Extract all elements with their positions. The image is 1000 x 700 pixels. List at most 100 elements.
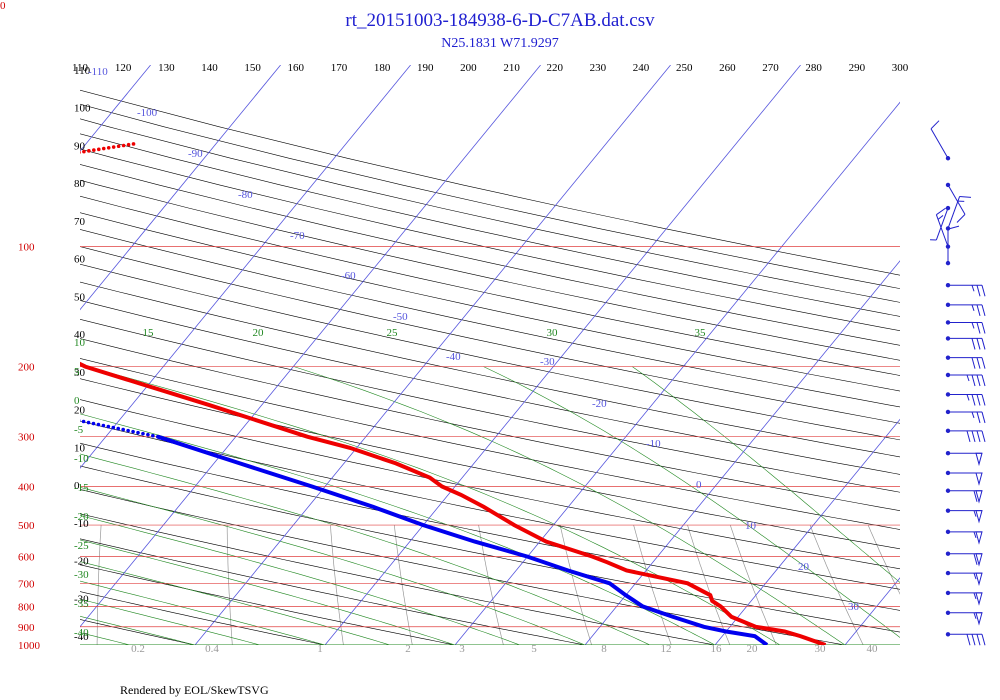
- moist-left-label: -15: [74, 482, 89, 494]
- left-scale-label: -40: [74, 631, 89, 643]
- temperature-upper-dots-point: [26, 160, 30, 164]
- wind-barb-full: [976, 634, 981, 646]
- temperature-upper-dots-point: [0, 165, 4, 169]
- wind-barb-full: [973, 553, 978, 565]
- mixing-ratio-label: 40: [867, 643, 879, 655]
- wind-barb-half: [973, 510, 977, 517]
- dry-adiabat-line: [80, 378, 900, 550]
- wind-barb-full: [966, 430, 971, 442]
- wind-barb-shaft: [947, 196, 961, 229]
- moist-adiabat-line: [87, 366, 781, 645]
- wind-barb: [945, 409, 986, 424]
- moist-adiabat-label: 35: [695, 327, 707, 339]
- dewpoint-upper-dots-point: [136, 430, 140, 435]
- pressure-tick-label: 800: [18, 601, 35, 613]
- mixing-ratio-line: [633, 525, 672, 645]
- dewpoint-upper-dots-point: [126, 428, 130, 433]
- temperature-upper-dots-point: [62, 154, 66, 158]
- dewpoint-upper-dots-point: [57, 415, 61, 419]
- wind-barb: [935, 207, 951, 249]
- top-scale-label: 200: [460, 62, 477, 74]
- dewpoint-upper-dots-point: [101, 423, 106, 428]
- temperature-upper-dots-point: [31, 159, 35, 163]
- temperature-upper-dots-point: [87, 149, 91, 153]
- wind-barb: [945, 590, 983, 606]
- wind-barb-shaft: [935, 207, 949, 241]
- dewpoint-upper-dots-point: [81, 419, 86, 424]
- dewpoint-upper-dots-point: [111, 425, 116, 430]
- isotherm-label: -20: [592, 398, 607, 410]
- wind-barb-full: [981, 357, 986, 369]
- dewpoint-upper-dots-point: [121, 427, 125, 432]
- mixing-ratio-label: 20: [747, 643, 759, 655]
- temperature-upper-dots-point: [131, 142, 136, 146]
- wind-barb-half: [973, 612, 977, 619]
- wind-barb: [945, 450, 983, 467]
- dewpoint-upper-dots-point: [3, 408, 7, 412]
- wind-barb-full: [976, 285, 981, 297]
- mixing-ratio-line: [393, 525, 413, 645]
- mixing-ratio-label: 3: [459, 643, 465, 655]
- footer-credit: Rendered by EOL/SkewTSVG: [120, 683, 269, 697]
- moist-adiabat-line: [80, 598, 261, 645]
- top-scale-label: 230: [590, 62, 607, 74]
- dry-adiabat-line: [80, 564, 456, 645]
- mixing-ratio-line: [867, 524, 900, 595]
- dewpoint-upper-dots-point: [80, 419, 81, 422]
- isotherm-label: -100: [137, 107, 158, 119]
- wind-barb: [945, 470, 983, 486]
- moist-adiabat-line: [80, 561, 391, 645]
- temperature-upper-dots-point: [11, 163, 15, 167]
- pressure-tick-label: 900: [18, 622, 35, 634]
- temperature-upper-dots-point: [121, 143, 126, 148]
- dry-adiabat-line: [80, 591, 326, 645]
- wind-barb: [945, 320, 986, 334]
- pressure-tick-label: 200: [18, 362, 35, 374]
- wind-barb: [930, 205, 951, 241]
- wind-barb-full: [971, 394, 976, 406]
- mixing-ratio-label: 5: [531, 643, 537, 655]
- top-scale-label: 180: [374, 62, 391, 74]
- isotherm-label: 30: [848, 601, 860, 613]
- wind-barb-full: [976, 411, 981, 424]
- temperature-upper-dots-point: [51, 155, 55, 159]
- mixing-ratio-line: [809, 524, 864, 645]
- wind-barb-full: [981, 304, 986, 316]
- isotherm-label: -30: [540, 356, 555, 368]
- moist-left-label: -30: [74, 569, 89, 581]
- wind-barb: [945, 570, 983, 587]
- temperature-upper-dots-point: [92, 148, 96, 152]
- dewpoint-upper-dots-point: [38, 412, 42, 416]
- temperature-upper-dots-point: [57, 154, 61, 158]
- moist-left-label: -20: [74, 511, 89, 523]
- dewpoint-upper-dots-point: [62, 416, 66, 420]
- wind-barb: [945, 195, 972, 231]
- wind-barb: [945, 632, 986, 646]
- top-scale-label: 190: [417, 62, 434, 74]
- top-scale-label: 210: [503, 62, 520, 74]
- mixing-ratio-line: [559, 525, 593, 645]
- wind-barb-full: [976, 394, 981, 406]
- wind-barb: [945, 182, 966, 223]
- isotherm-line: [975, 65, 1000, 645]
- wind-barb-shaft: [935, 214, 949, 247]
- dewpoint-upper-dots-point: [156, 434, 160, 439]
- wind-barb-half: [971, 322, 975, 329]
- isotherm-line: [454, 101, 900, 645]
- moist-adiabat-line: [80, 580, 326, 645]
- dewpoint-upper-dots-point: [23, 410, 27, 414]
- mixing-ratio-label: 30: [815, 643, 827, 655]
- dewpoint-upper-dots-point: [151, 433, 155, 438]
- dewpoint-upper-dots-point: [33, 412, 37, 416]
- wind-barb-flag: [975, 531, 983, 545]
- chart-subtitle: N25.1831 W71.9297: [441, 36, 559, 51]
- temperature-upper-dots-point: [106, 145, 111, 150]
- wind-barb-full: [976, 322, 981, 334]
- isotherm-line: [80, 65, 411, 469]
- isotherm-label: -70: [290, 230, 305, 242]
- top-scale-label: 160: [288, 62, 305, 74]
- left-scale-label: 40: [74, 329, 86, 341]
- wind-barb-half: [971, 304, 975, 312]
- left-scale-label: 30: [74, 367, 86, 379]
- dewpoint-upper-dots-point: [116, 426, 121, 431]
